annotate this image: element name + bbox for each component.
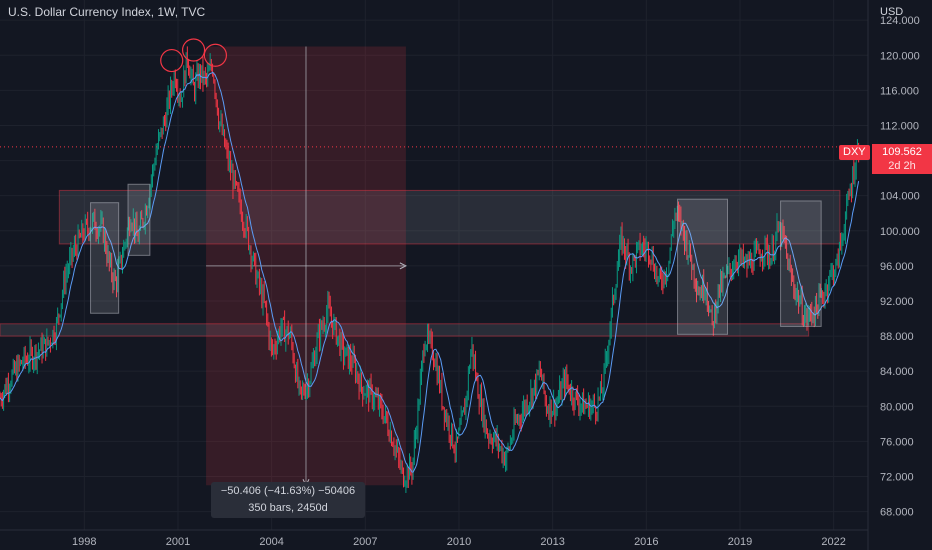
consolidation-box — [90, 202, 120, 314]
y-tick-label: 116.000 — [880, 85, 919, 97]
price-candles — [0, 46, 860, 493]
measure-duration: 350 bars, 2450d — [248, 502, 328, 514]
y-tick-label: 120.000 — [880, 50, 920, 62]
horizontal-zone — [0, 323, 810, 337]
y-tick-label: 68.000 — [880, 507, 914, 519]
y-tick-label: 88.000 — [880, 331, 914, 343]
grid — [0, 0, 868, 530]
last-price-value: 109.562 — [882, 146, 922, 158]
y-tick-label: 112.000 — [880, 120, 919, 132]
x-tick-label: 2007 — [353, 536, 377, 548]
y-tick-label: 96.000 — [880, 261, 914, 273]
peak-circles — [160, 38, 228, 73]
consolidation-boxes — [90, 183, 822, 335]
measure-tooltip: −50.406 (−41.63%) −50406 350 bars, 2450d — [211, 482, 365, 518]
bar-countdown: 2d 2h — [888, 160, 916, 172]
x-tick-label: 2013 — [540, 536, 564, 548]
x-tick-label: 2016 — [634, 536, 658, 548]
x-tick-label: 2022 — [821, 536, 845, 548]
price-axis[interactable]: USD 68.000 72.000 76.000 80.000 84.000 88.000 9… — [867, 0, 920, 550]
peak-circle — [160, 48, 184, 73]
currency-label: USD — [880, 6, 903, 18]
y-tick-label: 72.000 — [880, 471, 914, 483]
y-tick-label: 80.000 — [880, 401, 914, 413]
measure-arrowhead-right — [399, 262, 408, 270]
chart-title: U.S. Dollar Currency Index, 1W, TVC — [8, 5, 206, 19]
symbol-badge: DXY — [839, 145, 870, 160]
y-tick-label: 124.000 — [880, 15, 920, 27]
peak-circle — [181, 38, 206, 62]
moving-average-line — [0, 71, 860, 473]
x-tick-label: 2004 — [259, 536, 283, 548]
peak-circle — [203, 43, 228, 67]
x-tick-label: 2019 — [728, 536, 752, 548]
consolidation-box — [780, 200, 822, 327]
consolidation-box — [677, 198, 728, 335]
y-tick-label: 76.000 — [880, 436, 914, 448]
measure-change: −50.406 (−41.63%) −50406 — [220, 485, 356, 497]
y-tick-label: 104.000 — [880, 191, 920, 203]
y-tick-label: 92.000 — [880, 296, 914, 308]
last-price-label: 109.562 2d 2h — [872, 144, 932, 174]
x-tick-label: 1998 — [72, 536, 96, 548]
measure-range — [206, 46, 408, 487]
y-tick-label: 84.000 — [880, 366, 914, 378]
x-tick-label: 2001 — [166, 536, 190, 548]
consolidation-box — [127, 183, 151, 256]
y-tick-label: 100.000 — [880, 226, 920, 238]
x-tick-label: 2010 — [447, 536, 471, 548]
time-axis[interactable]: 1998 2001 2004 2007 2010 2013 2016 2019 2022 — [0, 529, 868, 548]
